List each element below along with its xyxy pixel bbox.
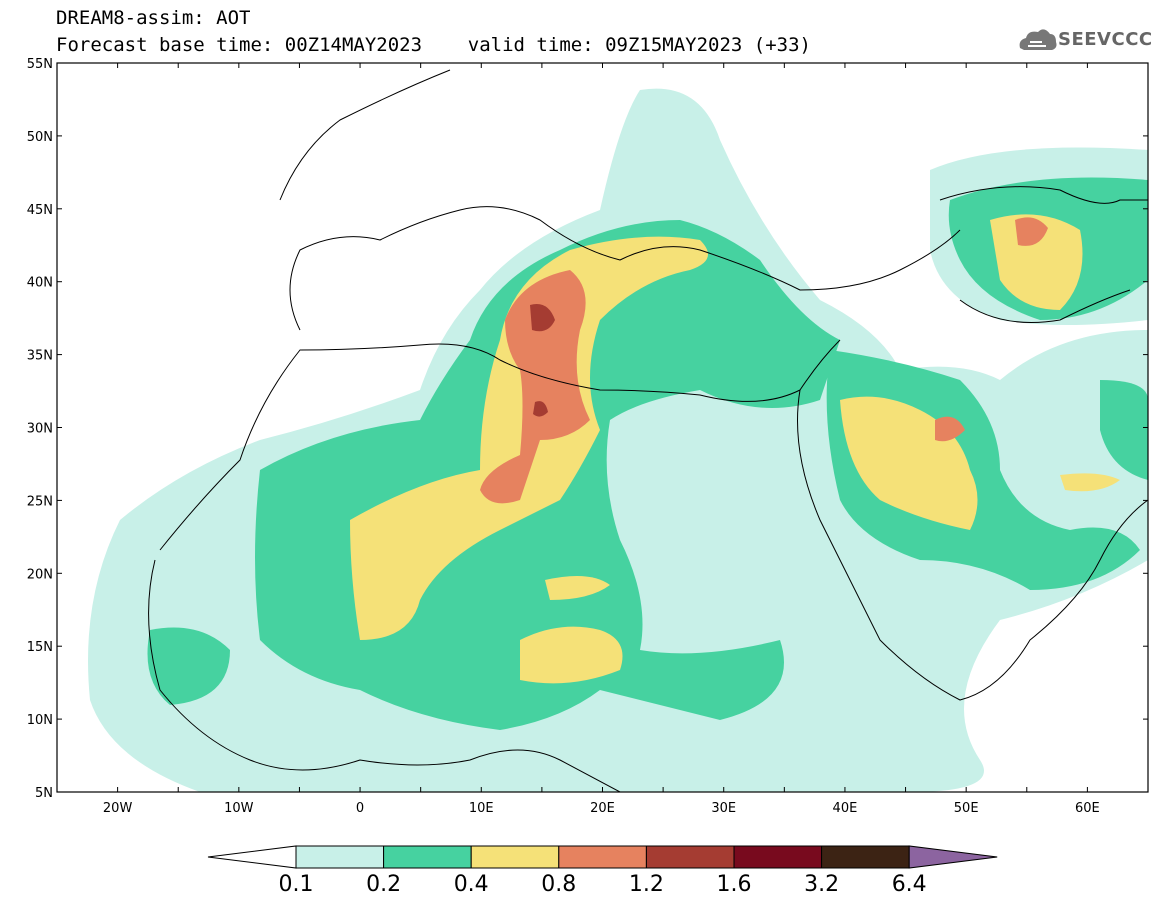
colorbar-label: 0.1 <box>278 872 314 897</box>
colorbar <box>207 845 998 869</box>
colorbar-segment <box>558 845 647 869</box>
aot-band-0.2 <box>147 627 230 705</box>
colorbar-label: 0.2 <box>366 872 402 897</box>
lon-tick-label: 20W <box>103 801 133 816</box>
coastlines <box>148 69 1148 792</box>
lat-tick-label: 15N <box>27 640 53 655</box>
aot-band-0.8 <box>480 270 590 504</box>
colorbar-segment <box>821 845 910 869</box>
lat-tick-label: 55N <box>27 57 53 72</box>
lon-tick-label: 30E <box>711 801 736 816</box>
lat-tick-label: 35N <box>27 349 53 364</box>
aot-band-0.4 <box>1060 473 1120 492</box>
lon-tick-label: 40E <box>833 801 858 816</box>
colorbar-label: 3.2 <box>804 872 840 897</box>
aot-band-1.2 <box>530 304 555 332</box>
aot-band-0.8 <box>935 416 965 442</box>
axis-labels: 5N 10N 15N 20N 25N 30N 35N 40N 45N 50N 55N 20W 10W 0 1… <box>27 57 1100 816</box>
aot-band-1.2 <box>533 401 548 417</box>
title-line-2: Forecast base time: 00Z14MAY2023 valid t… <box>56 34 811 56</box>
lat-tick-label: 30N <box>27 422 53 437</box>
aot-band-0.8 <box>1015 217 1048 246</box>
lat-tick-label: 20N <box>27 567 53 582</box>
colorbar-label: 0.8 <box>541 872 577 897</box>
colorbar-label: 6.4 <box>891 872 927 897</box>
lat-tick-label: 25N <box>27 494 53 509</box>
cloud-icon <box>1019 29 1057 50</box>
lat-tick-label: 40N <box>27 276 53 291</box>
colorbar-label: 1.6 <box>716 872 752 897</box>
title-line-1: DREAM8-assim: AOT <box>56 7 251 29</box>
aot-band-0.4 <box>990 214 1083 310</box>
logo-text: SEEVCCC <box>1058 29 1153 50</box>
lon-tick-label: 10W <box>224 801 254 816</box>
colorbar-segment <box>383 845 472 869</box>
lon-tick-label: 50E <box>954 801 979 816</box>
colorbar-label: 0.4 <box>453 872 489 897</box>
colorbar-segment <box>470 845 560 869</box>
lon-tick-label: 10E <box>469 801 494 816</box>
aot-band-0.2 <box>1100 380 1148 480</box>
colorbar-segment <box>645 845 735 869</box>
colorbar-segment <box>295 845 385 869</box>
aot-shading <box>88 88 1148 792</box>
colorbar-label: 1.2 <box>628 872 664 897</box>
lon-tick-label: 20E <box>590 801 615 816</box>
lat-tick-label: 10N <box>27 713 53 728</box>
lat-tick-label: 5N <box>35 786 53 801</box>
colorbar-segment <box>733 845 823 869</box>
colorbar-under-arrow <box>207 845 297 869</box>
map-frame <box>56 62 1149 793</box>
lat-tick-label: 50N <box>27 130 53 145</box>
lat-tick-label: 45N <box>27 203 53 218</box>
lon-tick-label: 60E <box>1075 801 1100 816</box>
lon-tick-label: 0 <box>356 801 364 816</box>
aot-band-0.4 <box>520 626 623 684</box>
aot-band-0.4 <box>545 576 610 600</box>
colorbar-over-arrow <box>908 845 998 869</box>
